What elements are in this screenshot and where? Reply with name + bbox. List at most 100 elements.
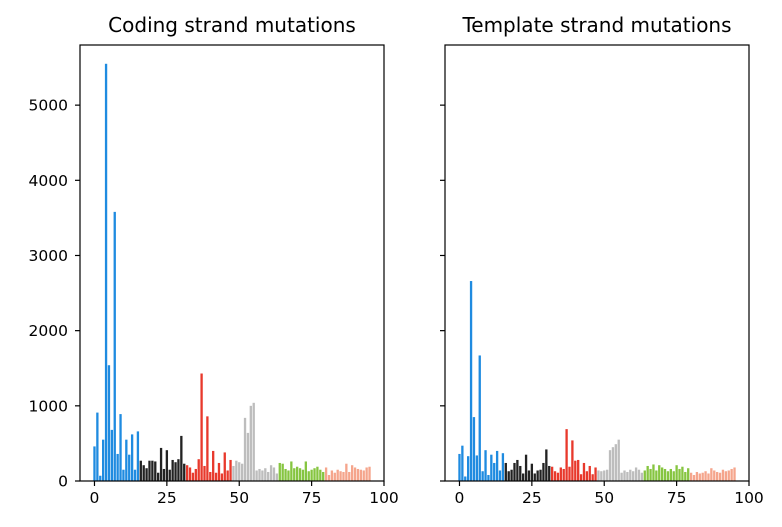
bar-template-27 xyxy=(536,470,539,481)
bar-template-75 xyxy=(675,465,678,481)
bar-coding-52 xyxy=(243,417,247,481)
bar-template-80 xyxy=(689,472,693,481)
bar-coding-79 xyxy=(322,471,325,481)
bar-coding-60 xyxy=(267,471,270,481)
bar-template-73 xyxy=(669,468,672,481)
bar-coding-1 xyxy=(96,412,99,481)
y-tick-label-coding-0: 0 xyxy=(58,473,68,491)
bar-template-76 xyxy=(678,468,681,481)
bar-coding-88 xyxy=(348,471,351,481)
bar-template-85 xyxy=(704,471,707,481)
bar-template-78 xyxy=(684,471,687,481)
bar-coding-3 xyxy=(102,439,105,481)
bar-coding-13 xyxy=(130,434,134,481)
bar-coding-32 xyxy=(185,465,189,481)
bar-template-93 xyxy=(727,470,730,481)
bar-template-87 xyxy=(710,468,713,481)
bar-template-51 xyxy=(605,469,609,481)
bar-coding-72 xyxy=(301,469,305,481)
bar-coding-27 xyxy=(171,459,174,481)
bar-coding-61 xyxy=(269,465,273,481)
bar-coding-70 xyxy=(295,466,299,481)
bar-coding-49 xyxy=(235,460,238,481)
bar-coding-33 xyxy=(188,467,192,481)
template-strand-panel: Template strand mutations 0 25 50 75 100 xyxy=(440,13,764,507)
bar-coding-10 xyxy=(122,469,125,481)
bar-coding-69 xyxy=(293,468,296,481)
bar-coding-21 xyxy=(154,461,157,481)
bar-coding-36 xyxy=(197,459,200,481)
chart-title-coding: Coding strand mutations xyxy=(108,13,356,37)
bar-template-48 xyxy=(597,470,600,481)
bar-coding-20 xyxy=(151,460,154,481)
bar-coding-38 xyxy=(203,465,206,481)
bar-template-20 xyxy=(516,459,519,481)
bar-coding-29 xyxy=(177,459,180,481)
bar-coding-54 xyxy=(249,405,252,481)
x-tick-label-coding-100: 100 xyxy=(369,489,399,507)
bar-template-62 xyxy=(637,469,641,481)
bar-template-42 xyxy=(579,474,583,481)
bar-template-19 xyxy=(513,462,516,481)
bar-template-38 xyxy=(568,466,571,481)
bar-coding-39 xyxy=(206,416,209,481)
bar-template-17 xyxy=(507,471,510,481)
bar-coding-47 xyxy=(229,459,232,481)
bar-coding-57 xyxy=(258,468,261,481)
bar-template-6 xyxy=(475,455,479,481)
bar-template-39 xyxy=(571,440,574,481)
bar-coding-14 xyxy=(133,469,137,481)
bar-template-46 xyxy=(591,474,594,481)
bar-template-90 xyxy=(718,472,722,481)
bar-template-71 xyxy=(663,468,667,481)
bar-coding-92 xyxy=(359,469,362,481)
bar-template-10 xyxy=(487,474,490,481)
bar-coding-87 xyxy=(345,463,348,481)
bar-template-82 xyxy=(695,471,699,481)
bar-template-54 xyxy=(614,444,617,481)
bar-coding-45 xyxy=(223,452,226,481)
bar-coding-68 xyxy=(290,461,293,481)
bar-coding-65 xyxy=(281,463,284,481)
bar-template-79 xyxy=(687,468,690,481)
bar-coding-71 xyxy=(298,468,302,481)
bar-template-83 xyxy=(698,473,701,481)
bar-template-95 xyxy=(733,467,736,481)
bar-template-65 xyxy=(646,465,649,481)
bar-coding-23 xyxy=(159,447,163,481)
bar-template-4 xyxy=(469,281,473,481)
bar-template-94 xyxy=(730,468,733,481)
chart-title-template: Template strand mutations xyxy=(461,13,731,37)
bar-template-50 xyxy=(603,470,606,481)
bar-template-67 xyxy=(652,464,655,481)
bar-template-29 xyxy=(542,462,545,481)
bar-coding-40 xyxy=(209,471,212,481)
bar-coding-82 xyxy=(330,470,334,481)
coding-strand-panel: Coding strand mutations 0 25 50 75 100010002… xyxy=(29,13,399,507)
bar-coding-7 xyxy=(113,211,116,481)
bar-coding-62 xyxy=(272,467,276,481)
bar-coding-75 xyxy=(310,469,313,481)
bar-coding-95 xyxy=(368,466,371,481)
bar-template-72 xyxy=(666,471,670,481)
bar-coding-93 xyxy=(362,470,365,481)
bar-coding-31 xyxy=(183,463,186,481)
bar-template-47 xyxy=(594,467,597,481)
bar-coding-44 xyxy=(220,473,224,481)
bar-template-74 xyxy=(672,471,675,481)
x-tick-label-coding-0: 0 xyxy=(90,489,100,507)
bar-coding-73 xyxy=(304,461,307,481)
bar-template-22 xyxy=(522,473,525,481)
bar-template-5 xyxy=(472,417,476,481)
bar-template-24 xyxy=(527,470,531,481)
bar-coding-15 xyxy=(136,431,140,481)
bar-coding-90 xyxy=(353,467,357,481)
bar-coding-34 xyxy=(191,472,195,481)
bar-template-18 xyxy=(510,469,513,481)
bar-template-15 xyxy=(501,453,505,481)
bar-template-45 xyxy=(588,465,591,481)
bar-coding-18 xyxy=(145,468,148,481)
bar-template-81 xyxy=(692,474,696,481)
bar-template-53 xyxy=(611,447,615,481)
